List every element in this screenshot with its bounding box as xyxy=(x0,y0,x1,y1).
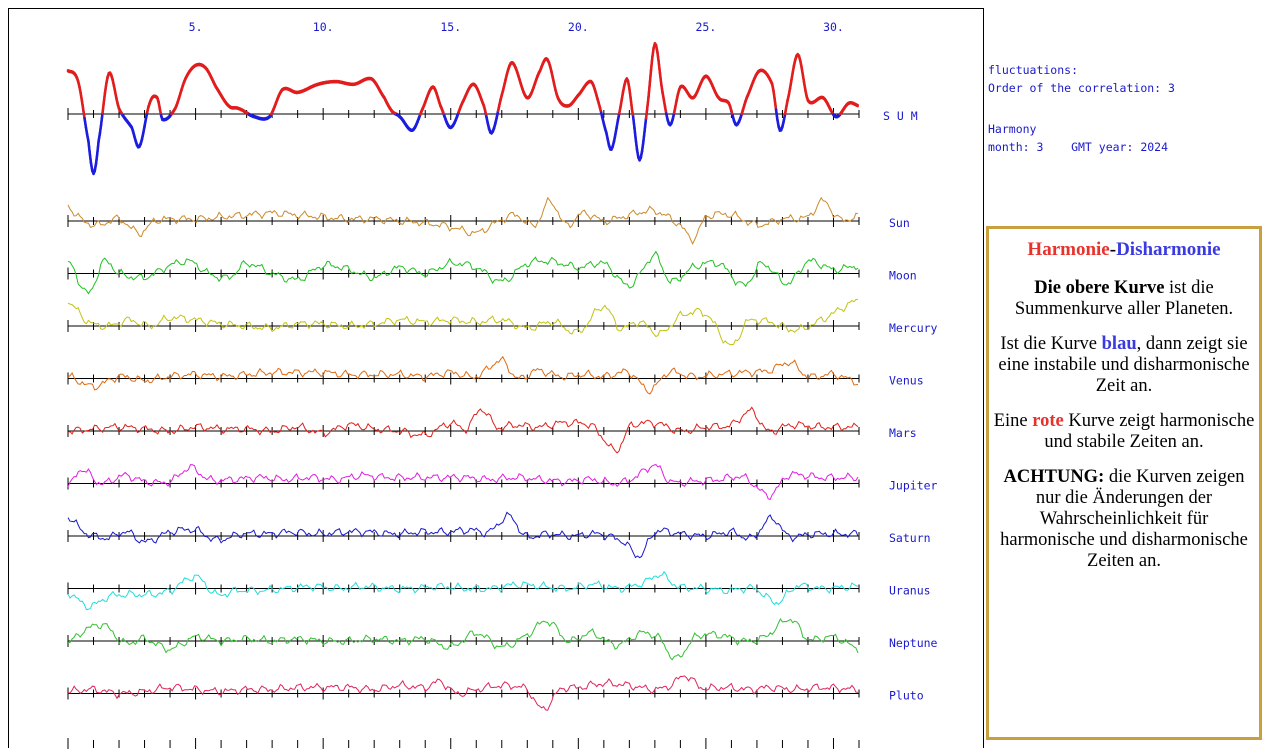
sum-curve-segment xyxy=(83,109,84,118)
title-disharmonie: Disharmonie xyxy=(1116,239,1221,260)
sum-curve-segment xyxy=(650,69,651,83)
series-label-mercury: Mercury xyxy=(889,321,938,335)
sum-curve-segment xyxy=(657,52,658,62)
series-label-sun: Sun xyxy=(889,216,910,230)
chart-frame: 5. 10. 15. 20. 25. 30. S U M Sun Moon Mercury Venu… xyxy=(8,8,984,748)
series-label-neptune: Neptune xyxy=(889,636,938,650)
title-harmonie: Harmonie xyxy=(1027,239,1109,260)
info-fluctuations: fluctuations: xyxy=(988,61,1078,79)
series-label-mars: Mars xyxy=(889,426,917,440)
p2-a: Ist die Kurve xyxy=(1000,334,1101,354)
explanation-box: Harmonie-Disharmonie Die obere Kurve ist… xyxy=(986,226,1262,740)
sum-curve-segment xyxy=(102,102,103,113)
sum-curve-segment xyxy=(629,88,630,98)
series-line-moon xyxy=(68,252,858,294)
sum-curve-segment xyxy=(647,97,648,108)
explanation-title: Harmonie-Disharmonie xyxy=(993,239,1255,260)
series-line-neptune xyxy=(68,619,858,660)
sum-curve-segment xyxy=(632,108,633,116)
series-label-saturn: Saturn xyxy=(889,531,931,545)
day-label: 10. xyxy=(313,20,334,34)
sum-curve-segment xyxy=(90,152,91,162)
sum-curve-segment xyxy=(856,104,857,105)
series-line-mars xyxy=(68,407,858,453)
sum-curve-segment xyxy=(661,83,662,91)
sum-curve-segment xyxy=(659,61,660,72)
p3-a: Eine xyxy=(994,411,1033,431)
series-label-moon: Moon xyxy=(889,269,917,283)
sum-curve-segment xyxy=(774,90,775,99)
sum-curve-segment xyxy=(101,113,102,123)
series-line-venus xyxy=(68,357,858,394)
series-label-jupiter: Jupiter xyxy=(889,479,938,493)
sum-curve-segment xyxy=(100,124,101,133)
day-label: 30. xyxy=(823,20,844,34)
sum-curve-segment xyxy=(631,98,632,108)
sum-curve-segment xyxy=(105,83,106,92)
sum-curve-segment xyxy=(651,57,652,69)
info-harmony: Harmony xyxy=(988,120,1036,138)
explanation-p1: Die obere Kurve ist die Summenkurve alle… xyxy=(993,278,1255,320)
sum-curve-segment xyxy=(648,83,649,96)
day-label: 15. xyxy=(440,20,461,34)
p3-red: rote xyxy=(1032,411,1064,431)
series-line-jupiter xyxy=(68,465,858,500)
day-label: 5. xyxy=(189,20,203,34)
sum-curve-segment xyxy=(96,153,97,163)
sum-curve-segment xyxy=(643,130,644,141)
series-label-venus: Venus xyxy=(889,374,924,388)
sum-curve-segment xyxy=(97,140,98,152)
explanation-p2: Ist die Kurve blau, dann zeigt sie eine … xyxy=(993,334,1255,397)
sum-curve-segment xyxy=(660,73,661,84)
sum-curve-segment xyxy=(776,109,777,118)
info-month-year: month: 3 GMT year: 2024 xyxy=(988,138,1168,156)
sum-curve-segment xyxy=(636,139,637,149)
sum-curve-segment xyxy=(104,92,105,102)
sum-curve-segment xyxy=(82,101,83,109)
sum-curve-segment xyxy=(85,118,86,126)
explanation-p4: ACHTUNG: die Kurven zeigen nur die Änder… xyxy=(993,467,1255,572)
sum-curve-segment xyxy=(88,140,89,152)
series-label-uranus: Uranus xyxy=(889,584,931,598)
fluctuation-chart: 5. 10. 15. 20. 25. 30. S U M Sun Moon Mercury Venu… xyxy=(9,9,985,749)
sum-curve-segment xyxy=(775,99,776,109)
sum-curve-segment xyxy=(634,127,635,138)
sum-label: S U M xyxy=(883,109,918,123)
sum-curve-segment xyxy=(646,108,647,119)
series-line-uranus xyxy=(68,572,858,610)
sum-curve-segment xyxy=(642,141,643,150)
series-label-pluto: Pluto xyxy=(889,689,924,703)
sum-curve-segment xyxy=(803,74,804,82)
series-line-mercury xyxy=(68,299,858,344)
day-label: 20. xyxy=(568,20,589,34)
sum-curve-segment xyxy=(633,117,634,128)
sum-curve-segment xyxy=(652,48,653,57)
p1-bold: Die obere Kurve xyxy=(1034,278,1164,298)
explanation-p3: Eine rote Kurve zeigt harmonische und st… xyxy=(993,411,1255,453)
series-line-saturn xyxy=(68,512,858,557)
sum-curve-segment xyxy=(645,119,646,130)
p3-b: Kurve zeigt harmonische und stabile Zeit… xyxy=(1044,411,1254,452)
p2-blue: blau xyxy=(1102,334,1137,354)
info-order: Order of the correlation: 3 xyxy=(988,79,1175,97)
day-label: 25. xyxy=(696,20,717,34)
p4-bold: ACHTUNG: xyxy=(1004,467,1105,487)
